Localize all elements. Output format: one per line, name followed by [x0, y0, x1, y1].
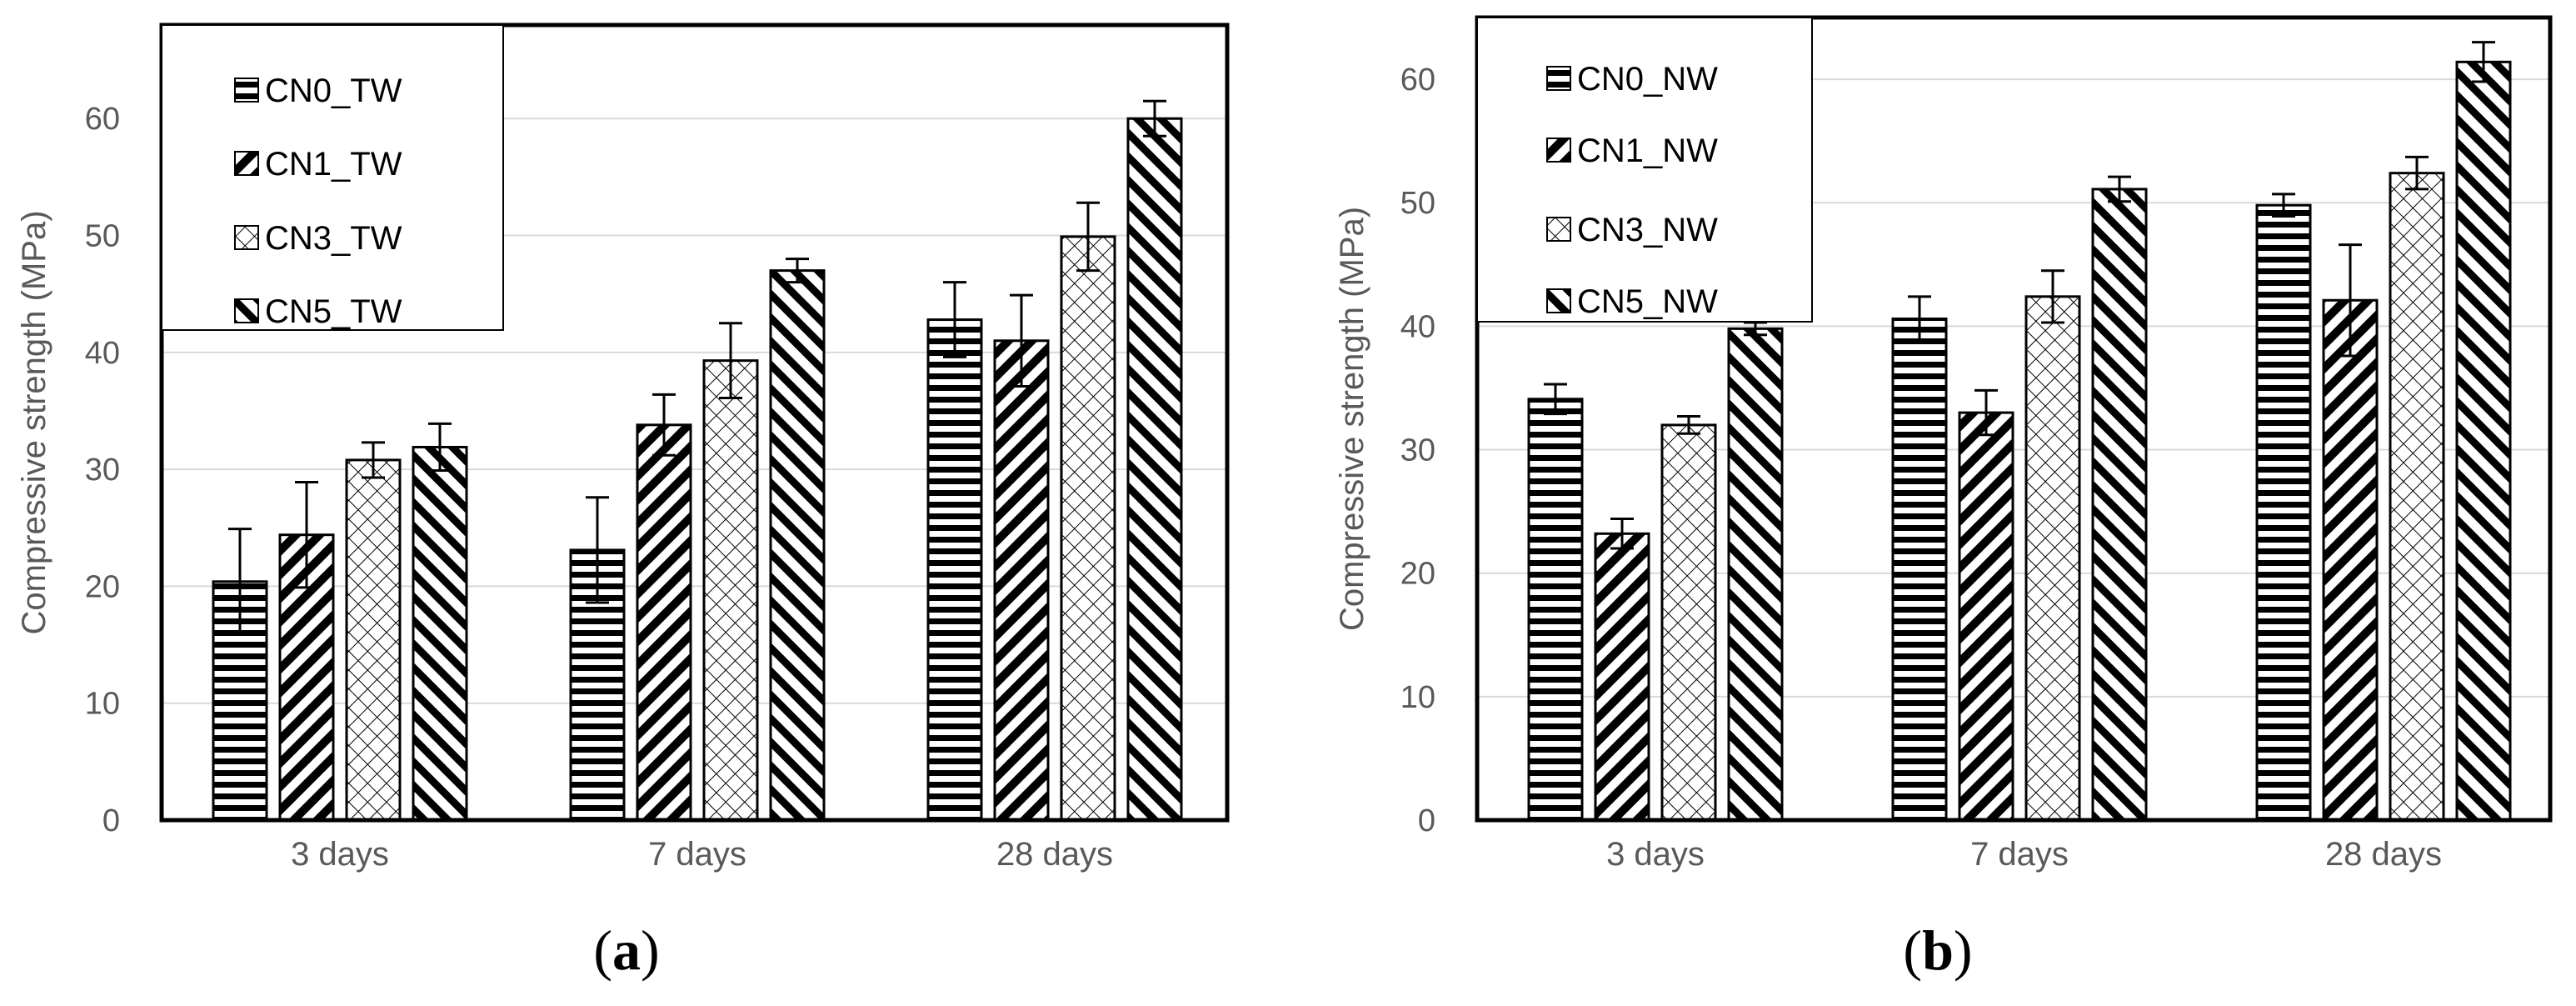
legend-box — [1476, 17, 1813, 323]
y-tick-label: 60 — [85, 102, 120, 137]
bar — [1660, 423, 1717, 822]
legend-label: CN5_NW — [1577, 283, 1718, 320]
panel-sublabel-b: (b) — [1903, 918, 1972, 982]
y-axis-ticks: 0 10 20 30 40 50 60 — [85, 102, 120, 838]
chart-panel-b: 0 10 20 30 40 50 60 3 days 7 days 28 days Compre… — [1334, 15, 2553, 982]
legend-box — [161, 24, 504, 331]
bar — [1126, 117, 1183, 822]
x-axis-ticks: 3 days 7 days 28 days — [1606, 836, 2442, 873]
bar — [2389, 172, 2445, 822]
x-tick-label: 3 days — [291, 836, 389, 873]
bar — [345, 458, 402, 822]
panel-sublabel-a: (a) — [593, 918, 659, 982]
legend: CN0_NW CN1_NW CN3_NW CN5_NW — [1476, 17, 1813, 323]
y-tick-label: 0 — [102, 803, 120, 838]
y-tick-label: 40 — [85, 336, 120, 371]
legend-swatch — [234, 298, 259, 323]
y-tick-label: 40 — [1400, 309, 1435, 344]
error-bars — [1544, 41, 2495, 550]
y-tick-label: 50 — [1400, 186, 1435, 221]
y-tick-label: 20 — [85, 569, 120, 604]
plot-frame — [1475, 15, 2553, 823]
legend-label: CN0_NW — [1577, 61, 1718, 98]
bar — [2024, 295, 2081, 822]
x-axis-ticks: 3 days 7 days 28 days — [291, 836, 1113, 873]
legend-swatch — [1546, 288, 1571, 313]
x-tick-label: 3 days — [1606, 836, 1705, 873]
bar — [2455, 60, 2512, 822]
y-tick-label: 0 — [1418, 803, 1435, 838]
legend-label: CN1_TW — [265, 146, 402, 183]
plot-frame — [159, 23, 1230, 823]
bar — [1060, 235, 1116, 822]
legend-label: CN1_NW — [1577, 133, 1718, 169]
x-tick-label: 28 days — [2325, 836, 2442, 873]
bar — [769, 269, 826, 822]
bar — [993, 339, 1050, 822]
chart-panel-a: 0 10 20 30 40 50 60 3 days 7 days 28 days Compre… — [16, 23, 1230, 982]
y-axis-ticks: 0 10 20 30 40 50 60 — [1400, 63, 1435, 838]
y-tick-label: 30 — [85, 453, 120, 488]
legend-label: CN3_TW — [265, 220, 402, 257]
x-tick-label: 28 days — [996, 836, 1113, 873]
legend-label: CN5_TW — [265, 293, 402, 330]
bar — [412, 445, 468, 822]
y-tick-label: 50 — [85, 219, 120, 254]
bar — [1594, 532, 1650, 822]
bar — [2255, 203, 2312, 822]
legend-swatch — [1546, 217, 1571, 242]
legend-swatch — [234, 151, 259, 176]
legend-swatch — [1546, 138, 1571, 163]
bar — [702, 359, 759, 822]
legend-swatch — [234, 225, 259, 250]
y-tick-label: 10 — [1400, 680, 1435, 715]
bar — [1727, 327, 1784, 822]
y-axis-label: Compressive strength (MPa) — [1334, 207, 1370, 631]
legend-swatch — [1546, 66, 1571, 91]
bar — [1527, 398, 1584, 822]
x-tick-label: 7 days — [1970, 836, 2069, 873]
error-bars — [228, 99, 1166, 636]
bar — [1891, 317, 1948, 822]
y-tick-label: 30 — [1400, 433, 1435, 468]
bar — [2322, 298, 2379, 822]
bar — [926, 318, 983, 822]
y-axis-label: Compressive strength (MPa) — [16, 210, 52, 634]
bar — [1958, 411, 2014, 822]
y-tick-label: 20 — [1400, 557, 1435, 592]
bar — [636, 423, 692, 822]
x-tick-label: 7 days — [648, 836, 746, 873]
legend: CN0_TW CN1_TW CN3_TW CN5_TW — [161, 24, 504, 331]
y-tick-label: 10 — [85, 687, 120, 722]
bar — [2091, 188, 2148, 822]
legend-label: CN0_TW — [265, 73, 402, 109]
y-tick-label: 60 — [1400, 63, 1435, 98]
legend-label: CN3_NW — [1577, 212, 1718, 248]
legend-swatch — [234, 78, 259, 103]
